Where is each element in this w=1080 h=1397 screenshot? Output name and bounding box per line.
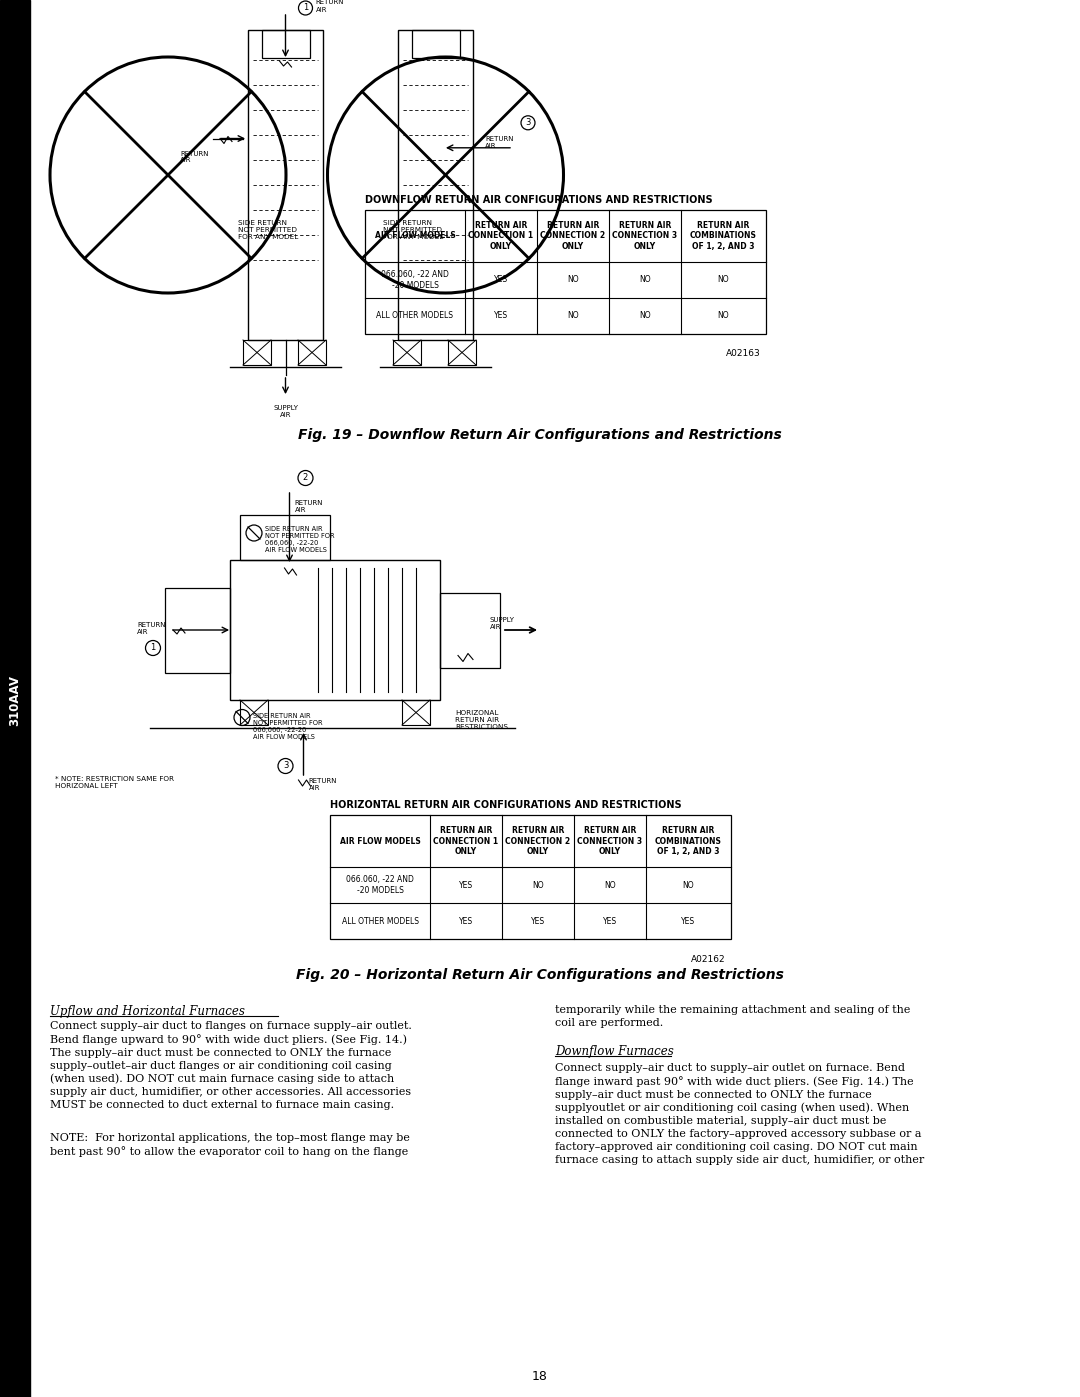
Text: Fig. 20 – Horizontal Return Air Configurations and Restrictions: Fig. 20 – Horizontal Return Air Configur… — [296, 968, 784, 982]
Text: YES: YES — [531, 916, 545, 925]
Text: A02162: A02162 — [691, 954, 726, 964]
Text: NO: NO — [604, 880, 616, 890]
Text: Connect supply–air duct to supply–air outlet on furnace. Bend
flange inward past: Connect supply–air duct to supply–air ou… — [555, 1063, 924, 1165]
Text: RETURN AIR
CONNECTION 1
ONLY: RETURN AIR CONNECTION 1 ONLY — [469, 221, 534, 251]
Text: RETURN AIR
CONNECTION 3
ONLY: RETURN AIR CONNECTION 3 ONLY — [612, 221, 677, 251]
Bar — [0, 0, 30, 1397]
Text: SUPPLY
AIR: SUPPLY AIR — [490, 617, 515, 630]
Text: HORIZONTAL RETURN AIR CONFIGURATIONS AND RESTRICTIONS: HORIZONTAL RETURN AIR CONFIGURATIONS AND… — [330, 800, 681, 810]
Bar — [248, 29, 323, 339]
Text: 2: 2 — [302, 474, 308, 482]
Text: SIDE RETURN AIR
NOT PERMITTED FOR
066,060, -22-20
AIR FLOW MODELS: SIDE RETURN AIR NOT PERMITTED FOR 066,06… — [265, 527, 335, 553]
Text: YES: YES — [603, 916, 617, 925]
Text: RETURN AIR
CONNECTION 3
ONLY: RETURN AIR CONNECTION 3 ONLY — [578, 826, 643, 856]
Text: Upflow and Horizontal Furnaces: Upflow and Horizontal Furnaces — [50, 1004, 245, 1018]
Text: RETURN
AIR: RETURN AIR — [315, 0, 345, 13]
Text: NO: NO — [567, 312, 579, 320]
Text: YES: YES — [681, 916, 696, 925]
Bar — [411, 29, 459, 59]
Text: NO: NO — [683, 880, 694, 890]
Text: RETURN
AIR: RETURN AIR — [309, 778, 337, 791]
Text: YES: YES — [494, 275, 508, 285]
Text: 3: 3 — [525, 119, 530, 127]
Bar — [448, 339, 476, 365]
Text: NO: NO — [639, 312, 651, 320]
Text: 1: 1 — [150, 644, 156, 652]
Text: ALL OTHER MODELS: ALL OTHER MODELS — [377, 312, 454, 320]
Text: NOTE:  For horizontal applications, the top–most flange may be
bent past 90° to : NOTE: For horizontal applications, the t… — [50, 1133, 410, 1157]
Bar — [365, 210, 766, 334]
Text: 310AAV: 310AAV — [9, 675, 22, 725]
Text: DOWNFLOW RETURN AIR CONFIGURATIONS AND RESTRICTIONS: DOWNFLOW RETURN AIR CONFIGURATIONS AND R… — [365, 196, 713, 205]
Text: 066.060, -22 AND
-20 MODELS: 066.060, -22 AND -20 MODELS — [346, 876, 414, 894]
Text: RETURN
AIR: RETURN AIR — [485, 136, 513, 149]
Text: HORIZONAL
RETURN AIR
RESTRICTIONS: HORIZONAL RETURN AIR RESTRICTIONS — [455, 710, 508, 731]
Text: Downflow Furnaces: Downflow Furnaces — [555, 1045, 674, 1058]
Text: 3: 3 — [283, 761, 288, 771]
Text: YES: YES — [459, 880, 473, 890]
Text: NO: NO — [718, 312, 729, 320]
Text: RETURN
AIR: RETURN AIR — [295, 500, 323, 513]
Bar — [165, 588, 230, 672]
Text: Connect supply–air duct to flanges on furnace supply–air outlet.
Bend flange upw: Connect supply–air duct to flanges on fu… — [50, 1021, 411, 1109]
Text: NO: NO — [639, 275, 651, 285]
Text: RETURN
AIR: RETURN AIR — [180, 151, 208, 163]
Bar — [230, 560, 440, 700]
Text: AIR FLOW MODELS: AIR FLOW MODELS — [339, 837, 420, 845]
Text: AIR FLOW MODELS: AIR FLOW MODELS — [375, 232, 456, 240]
Text: RETURN AIR
CONNECTION 2
ONLY: RETURN AIR CONNECTION 2 ONLY — [540, 221, 606, 251]
Bar — [240, 700, 268, 725]
Text: YES: YES — [494, 312, 508, 320]
Text: temporarily while the remaining attachment and sealing of the
coil are performed: temporarily while the remaining attachme… — [555, 1004, 910, 1028]
Text: NO: NO — [567, 275, 579, 285]
Bar — [243, 339, 271, 365]
Text: ALL OTHER MODELS: ALL OTHER MODELS — [341, 916, 419, 925]
Text: 066.060, -22 AND
-20 MODELS: 066.060, -22 AND -20 MODELS — [381, 270, 449, 289]
Text: NO: NO — [532, 880, 544, 890]
Bar — [402, 700, 430, 725]
Text: A02163: A02163 — [726, 349, 761, 359]
Text: RETURN AIR
CONNECTION 2
ONLY: RETURN AIR CONNECTION 2 ONLY — [505, 826, 570, 856]
Bar — [240, 515, 330, 560]
Bar — [440, 592, 500, 668]
Text: 18: 18 — [532, 1370, 548, 1383]
Bar — [399, 29, 473, 339]
Text: YES: YES — [459, 916, 473, 925]
Text: RETURN AIR
COMBINATIONS
OF 1, 2, AND 3: RETURN AIR COMBINATIONS OF 1, 2, AND 3 — [656, 826, 721, 856]
Bar — [330, 814, 731, 939]
Text: SIDE RETURN
NOT PERMITTED
FOR ANY MODEL: SIDE RETURN NOT PERMITTED FOR ANY MODEL — [383, 219, 443, 240]
Text: SIDE RETURN AIR
NOT PERMITTED FOR
066,060, -22-20
AIR FLOW MODELS: SIDE RETURN AIR NOT PERMITTED FOR 066,06… — [253, 712, 323, 740]
Text: RETURN
AIR: RETURN AIR — [137, 622, 165, 636]
Text: 1: 1 — [302, 4, 308, 13]
Bar — [298, 339, 326, 365]
Text: * NOTE: RESTRICTION SAME FOR
HORIZONAL LEFT: * NOTE: RESTRICTION SAME FOR HORIZONAL L… — [55, 775, 174, 789]
Text: Fig. 19 – Downflow Return Air Configurations and Restrictions: Fig. 19 – Downflow Return Air Configurat… — [298, 427, 782, 441]
Text: SIDE RETURN
NOT PERMITTED
FOR ANY MODEL: SIDE RETURN NOT PERMITTED FOR ANY MODEL — [238, 219, 298, 240]
Text: NO: NO — [718, 275, 729, 285]
Bar — [261, 29, 310, 59]
Bar — [393, 339, 421, 365]
Text: RETURN AIR
COMBINATIONS
OF 1, 2, AND 3: RETURN AIR COMBINATIONS OF 1, 2, AND 3 — [690, 221, 757, 251]
Text: RETURN AIR
CONNECTION 1
ONLY: RETURN AIR CONNECTION 1 ONLY — [433, 826, 499, 856]
Text: SUPPLY
AIR: SUPPLY AIR — [273, 405, 298, 418]
